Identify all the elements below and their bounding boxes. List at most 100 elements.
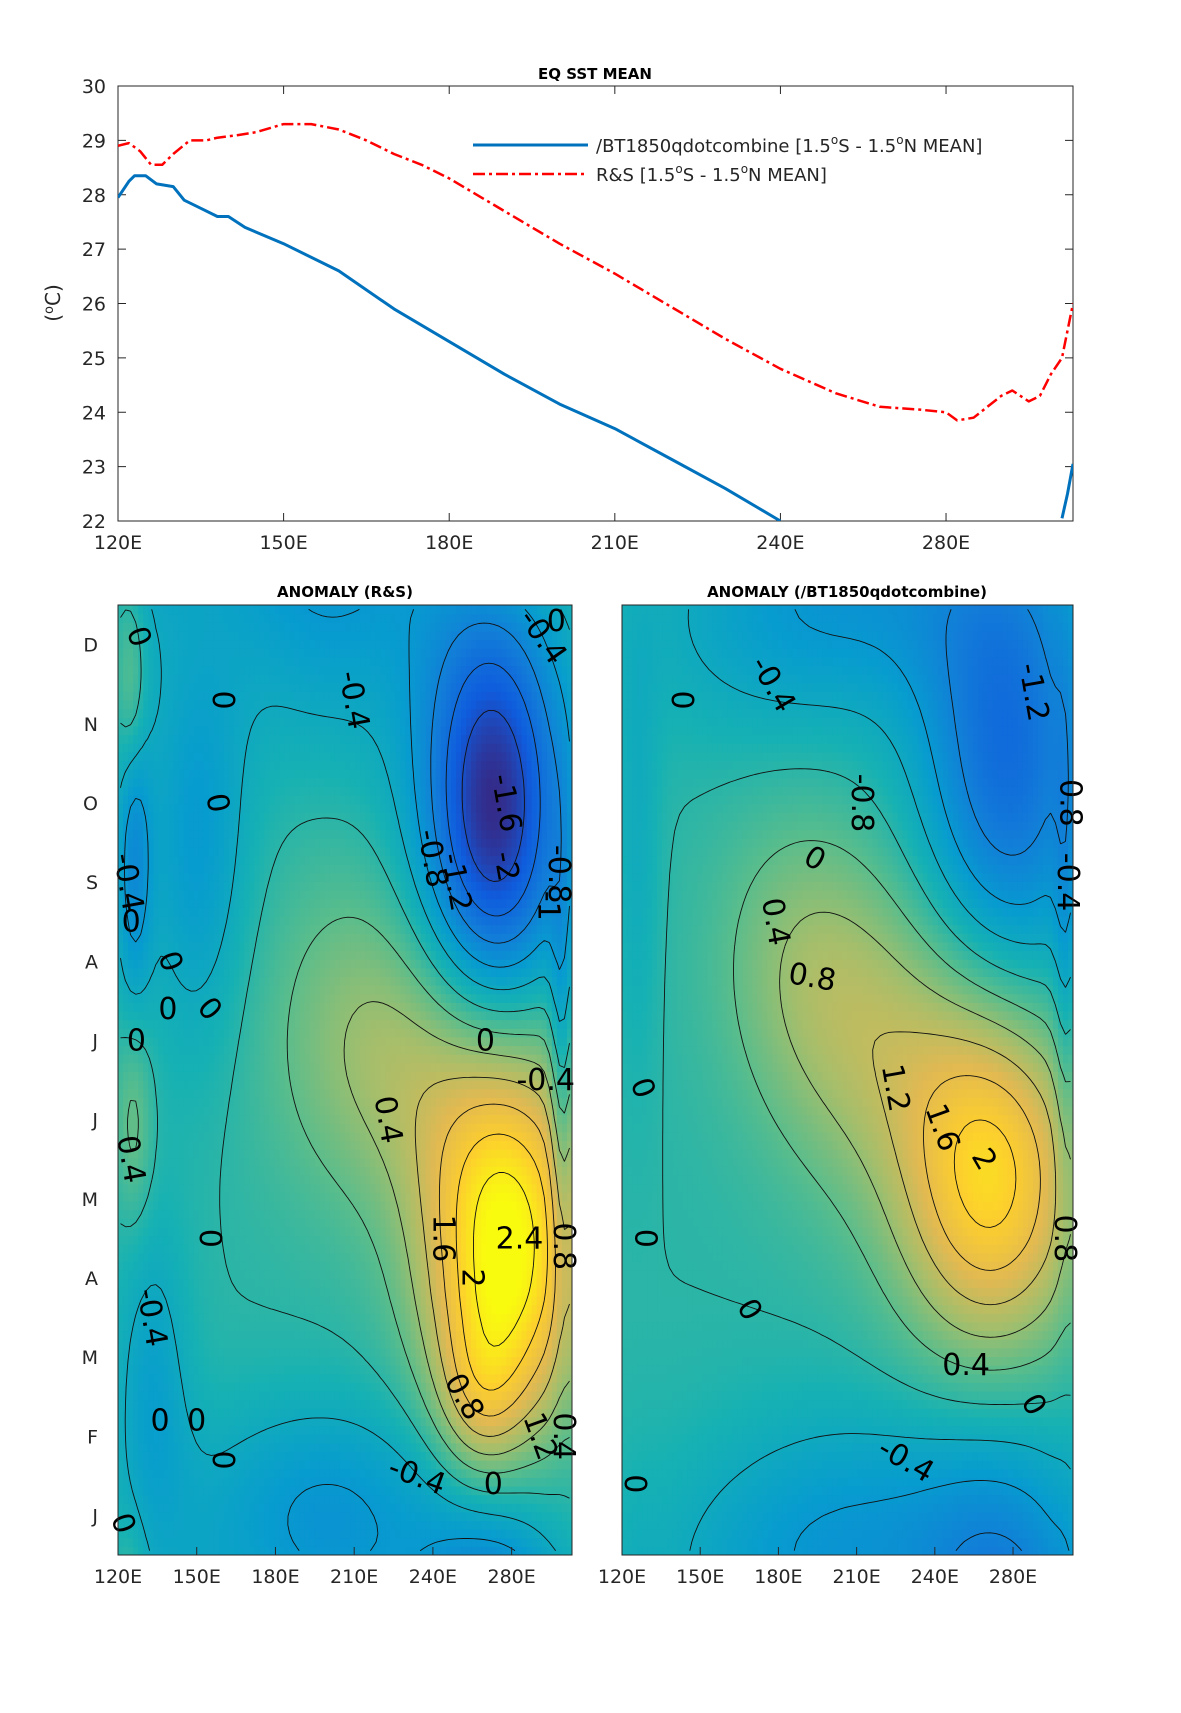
left-cell: [496, 1244, 502, 1254]
left-cell: [264, 1131, 270, 1142]
left-cell: [128, 1261, 134, 1271]
left-cell: [526, 1252, 533, 1262]
left-cell: [274, 1097, 281, 1107]
left-cell: [304, 1347, 311, 1357]
left-cell: [455, 1192, 462, 1202]
left-cell: [183, 1166, 190, 1176]
left-cell: [259, 1451, 265, 1461]
left-cell: [223, 1149, 230, 1159]
left-cell: [274, 1537, 281, 1547]
left-cell: [435, 1485, 442, 1496]
left-cell: [188, 1511, 195, 1522]
left-cell: [566, 1304, 572, 1314]
left-cell: [345, 1503, 351, 1513]
left-cell: [551, 1511, 558, 1522]
left-cell: [324, 1373, 331, 1383]
left-cell: [375, 1244, 381, 1254]
left-cell: [385, 1149, 391, 1159]
left-cell: [289, 1434, 296, 1444]
left-cell: [551, 1537, 558, 1547]
left-cell: [178, 1390, 185, 1401]
left-cell: [334, 1218, 341, 1228]
left-cell: [249, 1097, 255, 1107]
left-cell: [153, 1244, 159, 1254]
left-cell: [168, 1218, 175, 1228]
left-cell: [274, 1200, 281, 1211]
left-cell: [420, 1442, 427, 1452]
left-cell: [213, 1442, 220, 1452]
left-cell: [158, 1200, 164, 1211]
left-cell: [375, 1356, 381, 1366]
left-cell: [420, 1183, 427, 1193]
left-cell: [254, 1451, 260, 1461]
left-cell: [375, 1537, 381, 1547]
left-cell: [455, 1218, 462, 1228]
left-cell: [183, 1192, 190, 1202]
left-cell: [168, 1321, 175, 1332]
left-cell: [314, 1356, 321, 1366]
left-cell: [138, 1356, 144, 1366]
left-cell: [329, 1520, 336, 1530]
left-cell: [304, 1175, 311, 1185]
left-cell: [370, 1088, 376, 1098]
left-cell: [259, 1365, 265, 1375]
left-cell: [259, 1399, 265, 1409]
top-series-lines: [118, 122, 1073, 521]
left-cell: [138, 1434, 144, 1444]
left-cell: [274, 1313, 281, 1323]
left-cell: [491, 1123, 497, 1133]
left-cell: [511, 1105, 518, 1116]
left-cell: [546, 1468, 553, 1478]
left-cell: [254, 1097, 260, 1107]
left-cell: [218, 1140, 225, 1150]
left-cell: [234, 1537, 240, 1547]
left-cell: [193, 1166, 200, 1176]
left-cell: [193, 1183, 200, 1193]
left-cell: [531, 1520, 538, 1530]
left-cell: [521, 1261, 528, 1271]
left-cell: [299, 1226, 306, 1237]
left-cell: [173, 1373, 180, 1383]
left-cell: [370, 1373, 376, 1383]
left-cell: [430, 1390, 437, 1401]
left-cell: [289, 1244, 296, 1254]
left-cell: [188, 1416, 195, 1427]
left-cell: [455, 1434, 462, 1444]
left-cell: [521, 1270, 528, 1280]
left-cell: [188, 1434, 195, 1444]
left-cell: [385, 1434, 391, 1444]
left-cell: [365, 1468, 371, 1478]
left-cell: [365, 1529, 371, 1539]
left-cell: [365, 1295, 371, 1306]
left-cell: [259, 1416, 265, 1427]
left-cell: [234, 1416, 240, 1427]
left-cell: [334, 1529, 341, 1539]
left-cell: [521, 1347, 528, 1357]
left-cell: [213, 1537, 220, 1547]
left-cell: [163, 1390, 170, 1401]
left-cell: [531, 1140, 538, 1150]
left-cell: [546, 1114, 553, 1124]
left-cell: [481, 1537, 487, 1547]
left-cell: [440, 1080, 447, 1090]
left-cell: [511, 1200, 518, 1211]
left-cell: [339, 1330, 346, 1340]
left-cell: [148, 1209, 154, 1219]
left-cell: [466, 1408, 472, 1418]
left-cell: [430, 1494, 437, 1504]
left-cell: [304, 1365, 311, 1375]
left-cell: [566, 1261, 572, 1271]
left-cell: [234, 1131, 240, 1142]
left-cell: [556, 1477, 563, 1487]
left-cell: [299, 1209, 306, 1219]
left-cell: [249, 1295, 255, 1306]
left-cell: [163, 1520, 170, 1530]
left-cell: [430, 1356, 437, 1366]
left-cell: [511, 1546, 518, 1555]
left-cell: [163, 1365, 170, 1375]
left-cell: [400, 1080, 407, 1090]
left-cell: [450, 1321, 457, 1332]
left-cell: [461, 1408, 467, 1418]
left-cell: [435, 1278, 442, 1288]
left-cell: [410, 1295, 417, 1306]
